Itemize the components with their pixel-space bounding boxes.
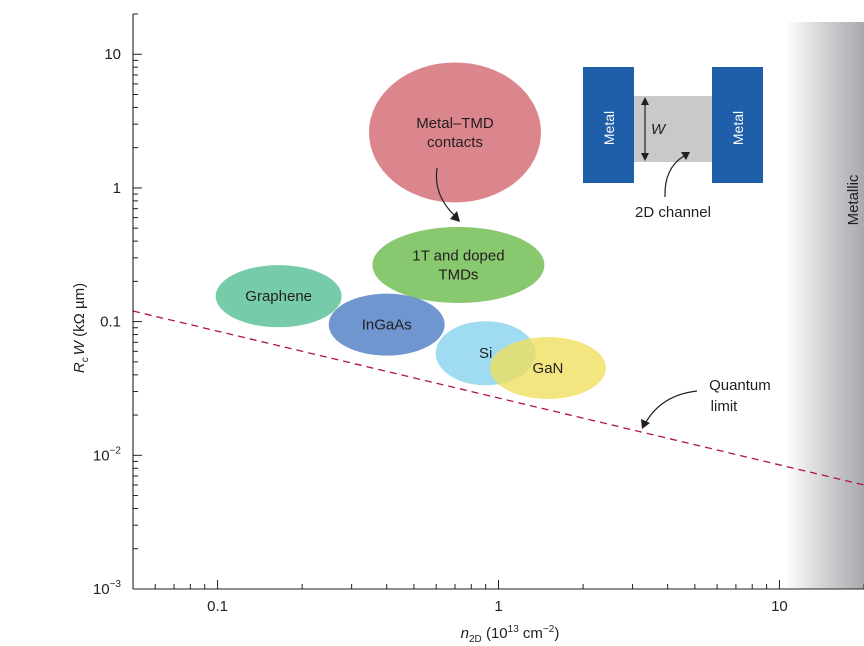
y-tick-label: 10−3 [93, 579, 122, 598]
y-label-base2: W [71, 339, 88, 355]
y-tick-label: 0.1 [100, 314, 121, 331]
region-metal-tmd-contacts [368, 62, 541, 203]
x-tick-label: 0.1 [207, 598, 228, 615]
metal-left-label: Metal [601, 111, 617, 145]
metal-tmd-arrow [435, 167, 456, 217]
x-label-rest: (10 [482, 625, 508, 642]
x-label-rest3: ) [554, 625, 559, 642]
y-label-base: R [71, 362, 88, 373]
metal-right-rect [712, 67, 763, 183]
metallic-label: Metallic [845, 174, 862, 225]
x-label-base: n [461, 625, 469, 642]
metal-tmd-arrowhead [450, 211, 460, 222]
metal-right-label: Metal [730, 111, 746, 145]
region-label-gan-line-1: GaN [533, 360, 564, 377]
y-tick-label-base: 0.1 [100, 314, 121, 331]
quantum-limit-label: Quantum limit [709, 377, 775, 415]
x-tick-label: 10 [771, 598, 788, 615]
region-ingaas [328, 293, 445, 356]
channel-arrow [664, 155, 685, 198]
region-label-si-line-1: Si [479, 345, 492, 362]
y-tick-label: 10 [104, 46, 121, 63]
metallic-region [785, 22, 864, 589]
y-label-sub: c [80, 357, 91, 362]
y-tick-label-sup: −3 [110, 579, 122, 590]
region-label-ingaas: InGaAs [362, 317, 412, 334]
region-label-si: Si [479, 345, 492, 362]
quantum-limit-label-line-2: limit [711, 398, 738, 415]
region-ellipses [215, 62, 606, 399]
y-tick-label: 1 [113, 180, 121, 197]
x-label-sup2: −2 [543, 624, 555, 635]
quantum-limit-line [132, 310, 864, 486]
region-label-1t-and-doped-tmds-line-2: TMDs [438, 267, 478, 284]
y-tick-label: 10−2 [93, 445, 122, 464]
quantum-limit-arrow [645, 390, 698, 423]
y-tick-label-base: 10 [104, 46, 121, 63]
width-arrowhead-up [641, 97, 649, 105]
region-label-graphene: Graphene [245, 288, 312, 305]
metal-left-rect [583, 67, 634, 183]
y-tick-label-base: 10 [93, 581, 110, 598]
region-label-metal-tmd-contacts-line-1: Metal–TMD [416, 115, 494, 132]
y-tick-label-sup: −2 [110, 445, 122, 456]
quantum-limit-label-line-1: Quantum [709, 377, 771, 394]
region-1t-and-doped-tmds [372, 227, 545, 304]
region-label-metal-tmd-contacts-line-2: contacts [427, 134, 483, 151]
y-label-rest: (kΩ µm) [71, 283, 88, 341]
quantum-limit-arrowhead [641, 419, 650, 429]
region-label-metal-tmd-contacts: Metal–TMD contacts [416, 115, 494, 151]
x-axis-label: n2D (1013 cm−2) [461, 624, 560, 645]
x-label-sub: 2D [469, 634, 482, 645]
channel-arrowhead [681, 152, 690, 160]
region-label-1t-and-doped-tmds-line-1: 1T and doped [412, 248, 504, 265]
region-graphene [215, 265, 342, 328]
y-tick-label-base: 10 [93, 447, 110, 464]
x-label-rest2: cm [519, 625, 543, 642]
x-tick-label: 1 [494, 598, 502, 615]
width-label: W [651, 121, 667, 138]
region-label-gan: GaN [533, 360, 564, 377]
region-gan [489, 336, 606, 399]
ticks [132, 13, 864, 590]
x-label-sup: 13 [508, 624, 520, 635]
channel-rect [634, 96, 712, 162]
channel-label: 2D channel [635, 204, 711, 221]
y-tick-label-base: 1 [113, 180, 121, 197]
device-inset: Metal Metal W 2D channel [583, 67, 763, 221]
width-arrowhead-down [641, 153, 649, 161]
region-label-graphene-line-1: Graphene [245, 288, 312, 305]
region-label-1t-and-doped-tmds: 1T and doped TMDs [412, 248, 504, 284]
region-label-ingaas-line-1: InGaAs [362, 317, 412, 334]
region-labels: Graphene 1T and doped TMDs InGaAs Si GaN Metal… [245, 115, 563, 377]
y-axis-label: RcW (kΩ µm) [71, 283, 91, 373]
